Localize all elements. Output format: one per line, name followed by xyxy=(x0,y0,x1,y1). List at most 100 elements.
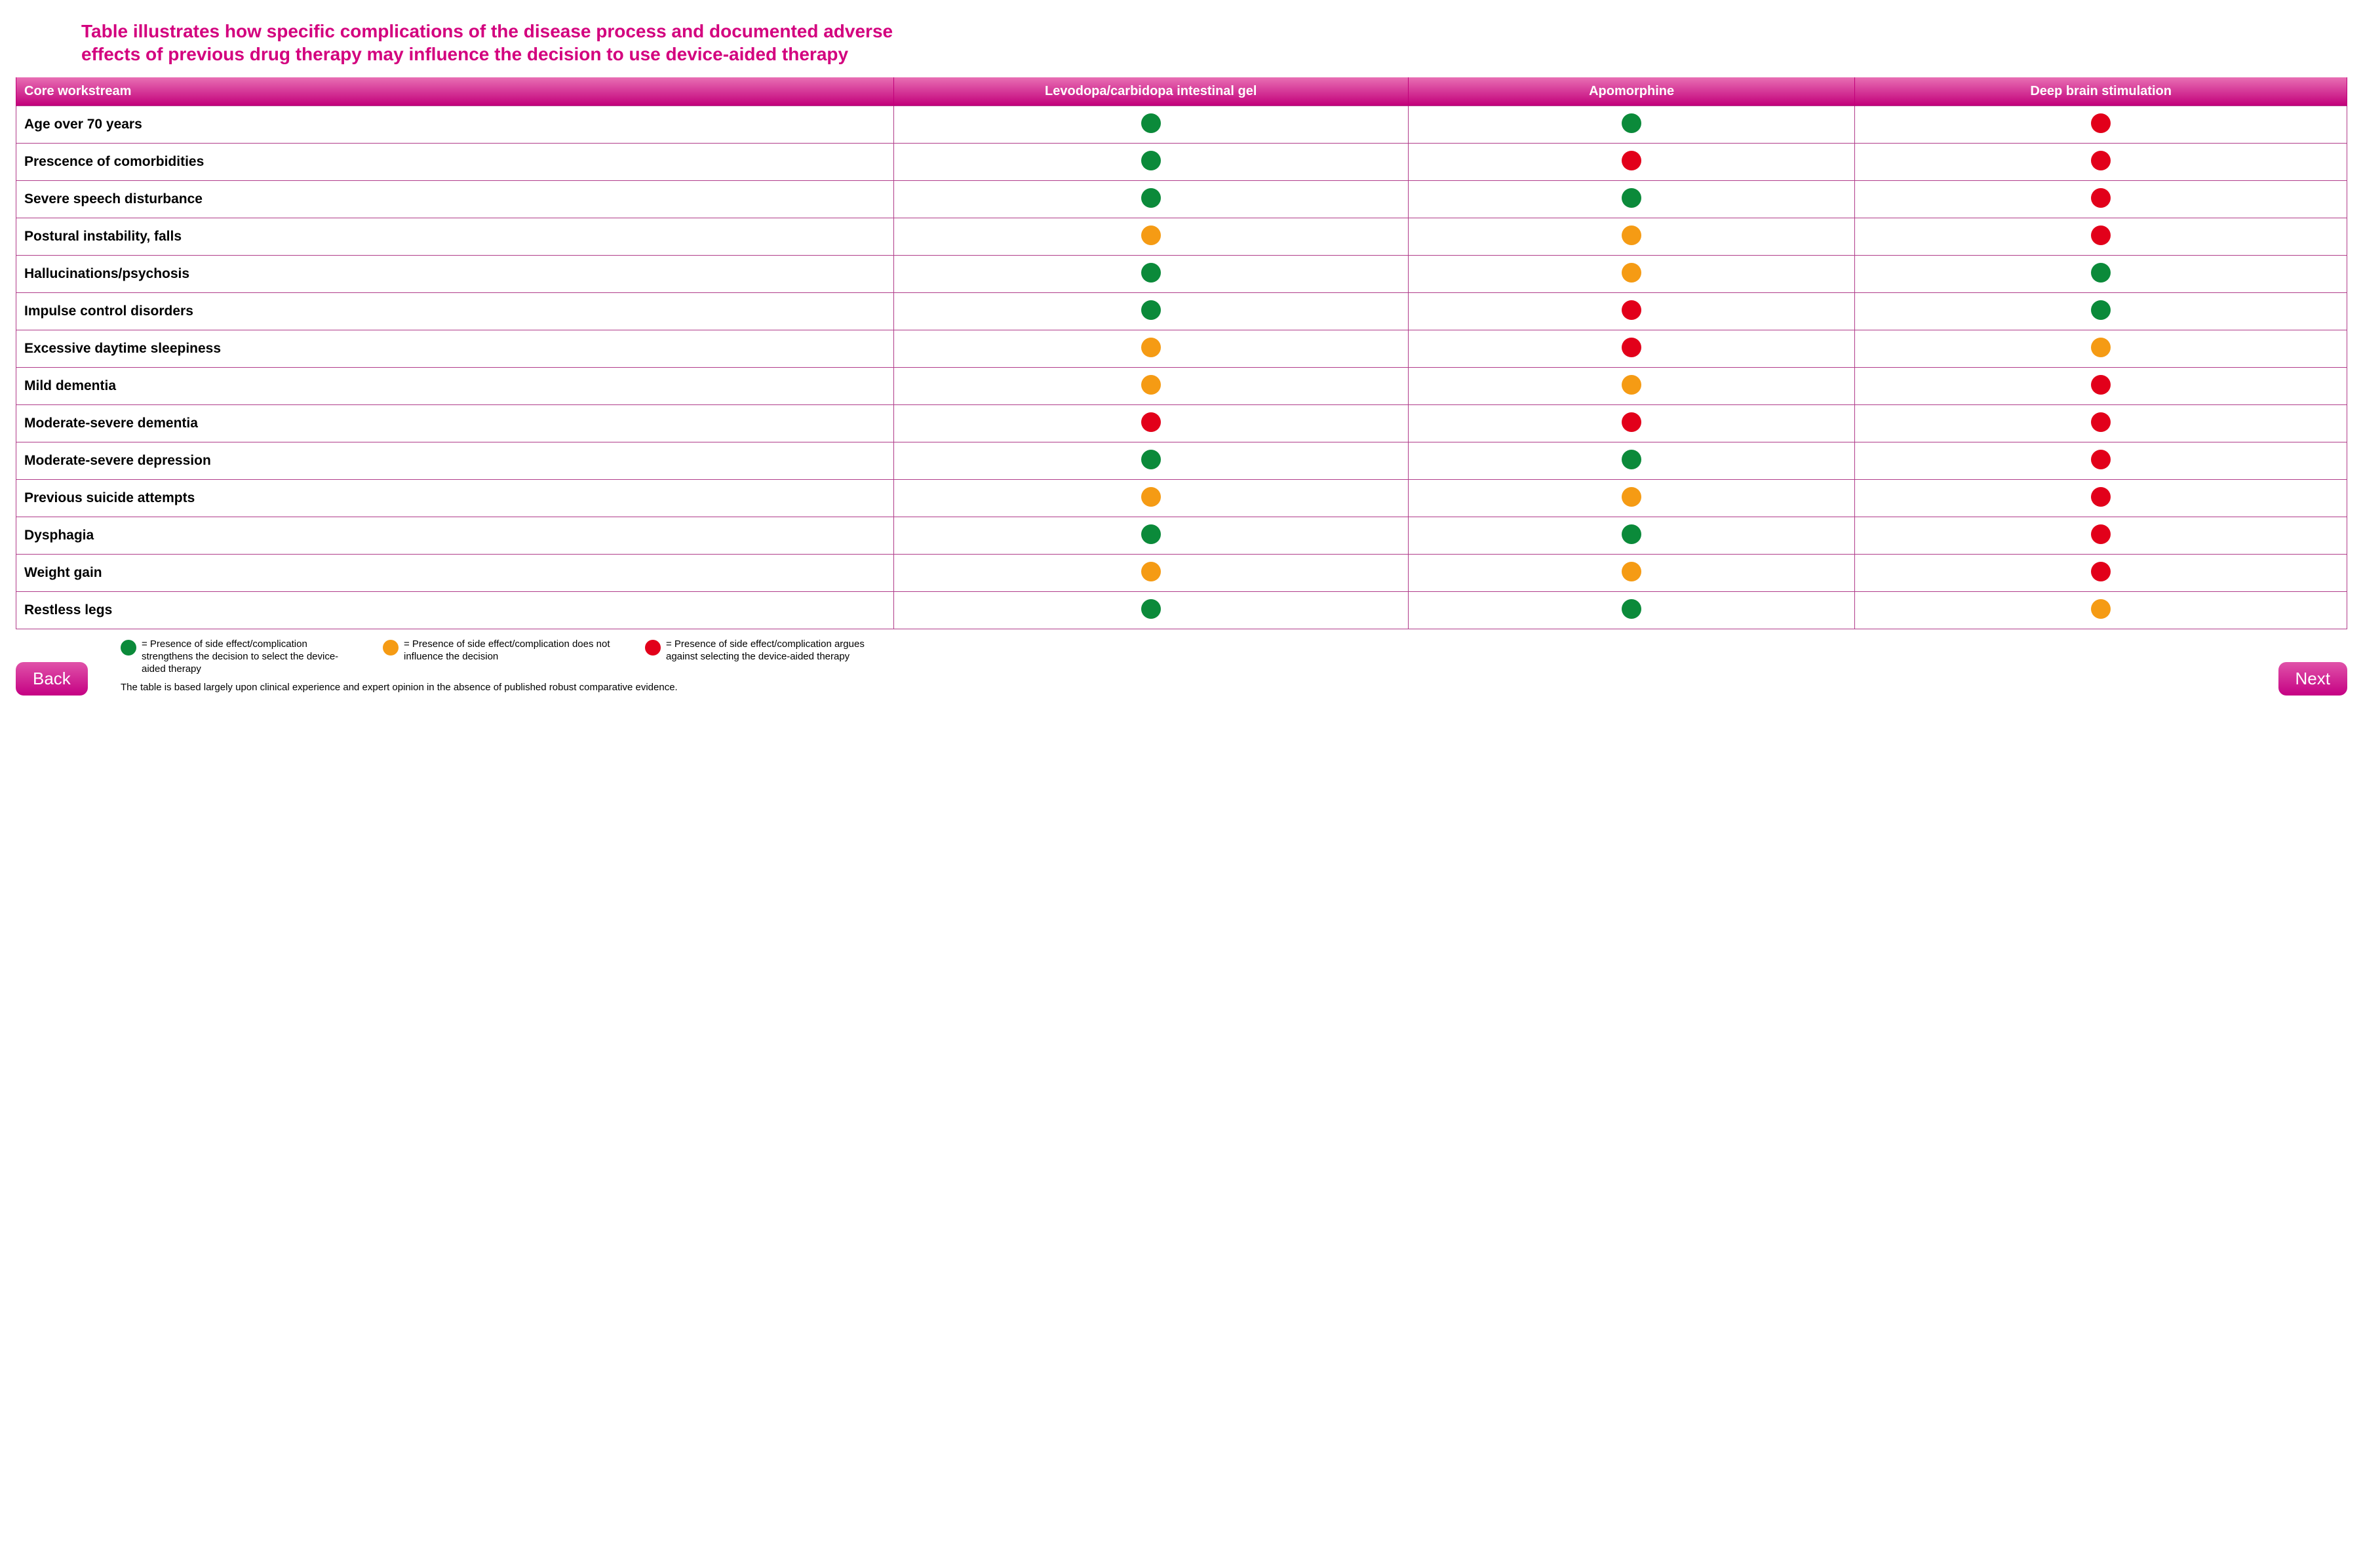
status-cell xyxy=(1408,368,1854,405)
red-dot-icon xyxy=(2091,151,2111,170)
table-row: Previous suicide attempts xyxy=(16,480,2347,517)
legend-text: = Presence of side effect/complication s… xyxy=(142,638,357,675)
status-cell xyxy=(893,293,1408,330)
next-button[interactable]: Next xyxy=(2278,662,2347,696)
status-cell xyxy=(1855,405,2347,442)
green-dot-icon xyxy=(1141,599,1161,619)
status-cell xyxy=(1855,181,2347,218)
status-cell xyxy=(1408,555,1854,592)
status-cell xyxy=(1855,330,2347,368)
red-dot-icon xyxy=(1622,151,1641,170)
green-dot-icon xyxy=(2091,300,2111,320)
row-label: Prescence of comorbidities xyxy=(16,144,894,181)
col-header-therapy: Levodopa/carbidopa intestinal gel xyxy=(893,77,1408,106)
status-cell xyxy=(1855,106,2347,144)
red-dot-icon xyxy=(2091,113,2111,133)
status-cell xyxy=(893,256,1408,293)
status-cell xyxy=(893,517,1408,555)
green-dot-icon xyxy=(1141,263,1161,283)
back-button[interactable]: Back xyxy=(16,662,88,696)
status-cell xyxy=(893,368,1408,405)
red-dot-icon xyxy=(1622,300,1641,320)
status-cell xyxy=(1855,256,2347,293)
status-cell xyxy=(1408,256,1854,293)
orange-dot-icon xyxy=(383,640,399,656)
green-dot-icon xyxy=(1141,450,1161,469)
green-dot-icon xyxy=(1622,450,1641,469)
status-cell xyxy=(1408,144,1854,181)
red-dot-icon xyxy=(2091,524,2111,544)
table-row: Mild dementia xyxy=(16,368,2347,405)
orange-dot-icon xyxy=(1622,487,1641,507)
orange-dot-icon xyxy=(1622,263,1641,283)
green-dot-icon xyxy=(1141,151,1161,170)
orange-dot-icon xyxy=(1141,375,1161,395)
orange-dot-icon xyxy=(1622,562,1641,581)
table-header: Core workstreamLevodopa/carbidopa intest… xyxy=(16,77,2347,106)
status-cell xyxy=(1408,517,1854,555)
legend: = Presence of side effect/complication s… xyxy=(121,638,2347,675)
orange-dot-icon xyxy=(1622,375,1641,395)
page-title: Table illustrates how specific complicat… xyxy=(81,20,901,66)
status-cell xyxy=(1855,368,2347,405)
footnote: The table is based largely upon clinical… xyxy=(121,682,2347,693)
legend-item: = Presence of side effect/complication s… xyxy=(121,638,357,675)
red-dot-icon xyxy=(2091,487,2111,507)
red-dot-icon xyxy=(2091,375,2111,395)
table-row: Weight gain xyxy=(16,555,2347,592)
red-dot-icon xyxy=(2091,562,2111,581)
table-row: Moderate-severe depression xyxy=(16,442,2347,480)
orange-dot-icon xyxy=(2091,599,2111,619)
orange-dot-icon xyxy=(1141,487,1161,507)
row-label: Age over 70 years xyxy=(16,106,894,144)
orange-dot-icon xyxy=(1622,225,1641,245)
status-cell xyxy=(893,330,1408,368)
green-dot-icon xyxy=(1141,524,1161,544)
red-dot-icon xyxy=(1622,412,1641,432)
row-label: Hallucinations/psychosis xyxy=(16,256,894,293)
status-cell xyxy=(893,106,1408,144)
row-label: Weight gain xyxy=(16,555,894,592)
orange-dot-icon xyxy=(1141,225,1161,245)
status-cell xyxy=(893,144,1408,181)
row-label: Postural instability, falls xyxy=(16,218,894,256)
status-cell xyxy=(893,442,1408,480)
table-row: Dysphagia xyxy=(16,517,2347,555)
status-cell xyxy=(893,405,1408,442)
red-dot-icon xyxy=(2091,412,2111,432)
row-label: Moderate-severe depression xyxy=(16,442,894,480)
status-cell xyxy=(1408,592,1854,629)
status-cell xyxy=(893,555,1408,592)
status-cell xyxy=(893,480,1408,517)
col-header-therapy: Apomorphine xyxy=(1408,77,1854,106)
status-cell xyxy=(1855,592,2347,629)
orange-dot-icon xyxy=(2091,338,2111,357)
row-label: Excessive daytime sleepiness xyxy=(16,330,894,368)
status-cell xyxy=(1408,106,1854,144)
row-label: Restless legs xyxy=(16,592,894,629)
table-row: Severe speech disturbance xyxy=(16,181,2347,218)
comparison-table: Core workstreamLevodopa/carbidopa intest… xyxy=(16,77,2347,629)
status-cell xyxy=(1408,218,1854,256)
status-cell xyxy=(1855,480,2347,517)
green-dot-icon xyxy=(1622,113,1641,133)
green-dot-icon xyxy=(1622,524,1641,544)
status-cell xyxy=(1855,218,2347,256)
status-cell xyxy=(1855,442,2347,480)
status-cell xyxy=(1855,293,2347,330)
row-label: Moderate-severe dementia xyxy=(16,405,894,442)
table-row: Excessive daytime sleepiness xyxy=(16,330,2347,368)
status-cell xyxy=(1855,555,2347,592)
green-dot-icon xyxy=(121,640,136,656)
green-dot-icon xyxy=(2091,263,2111,283)
status-cell xyxy=(1408,480,1854,517)
row-label: Impulse control disorders xyxy=(16,293,894,330)
legend-item: = Presence of side effect/complication d… xyxy=(383,638,619,663)
green-dot-icon xyxy=(1141,113,1161,133)
table-row: Moderate-severe dementia xyxy=(16,405,2347,442)
row-label: Mild dementia xyxy=(16,368,894,405)
red-dot-icon xyxy=(2091,188,2111,208)
green-dot-icon xyxy=(1622,188,1641,208)
red-dot-icon xyxy=(2091,225,2111,245)
row-label: Severe speech disturbance xyxy=(16,181,894,218)
